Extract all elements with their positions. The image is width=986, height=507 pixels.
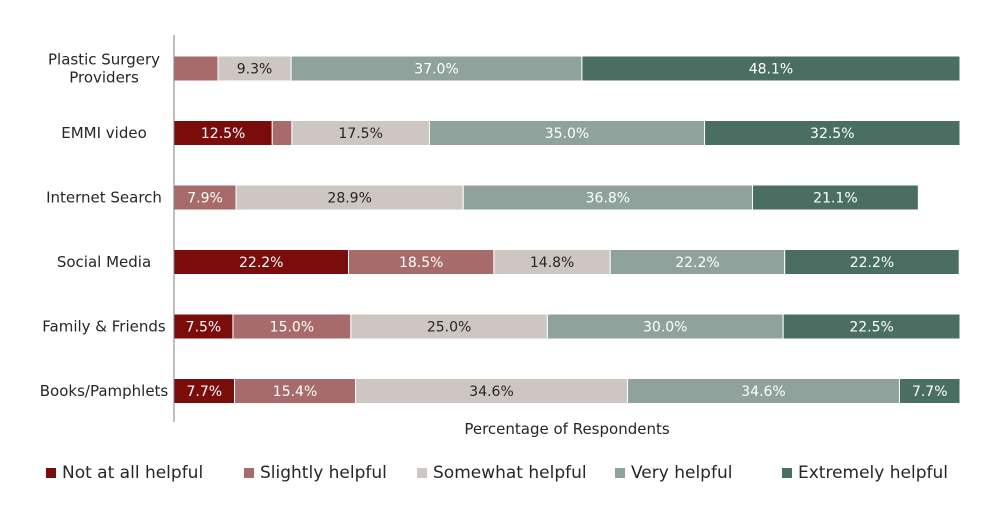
category-labels: Plastic Surgery Providers EMMI video Intern… — [40, 51, 169, 401]
bar-segment — [232, 313, 352, 340]
bar-value-label: 30.0% — [643, 320, 687, 336]
bar-value-label: 22.2% — [675, 255, 719, 271]
bar-segment — [627, 378, 900, 404]
legend-label: Extremely helpful — [798, 463, 948, 483]
legend-swatch — [782, 468, 792, 478]
bar-value-label: 18.5% — [399, 255, 443, 271]
bar-value-label: 15.4% — [273, 384, 317, 400]
category-label: EMMI video — [61, 124, 147, 142]
bar-value-label: 17.5% — [338, 126, 382, 142]
legend-swatch — [244, 468, 254, 478]
bar-value-label: 22.5% — [849, 320, 893, 336]
legend-swatch — [615, 468, 625, 478]
bar-segment — [234, 378, 357, 404]
bar-segment — [347, 249, 495, 275]
legend-label: Not at all helpful — [62, 463, 203, 483]
bar-value-label: 25.0% — [427, 320, 471, 336]
legend-swatch — [417, 468, 427, 478]
category-label: Internet Search — [46, 189, 162, 207]
bar-segment — [173, 378, 236, 404]
bar-segment — [428, 120, 706, 146]
bar-value-label: 35.0% — [545, 126, 589, 142]
bar-value-label: 7.9% — [187, 191, 223, 207]
bar-value-label: 22.2% — [239, 255, 283, 271]
bar-segment — [898, 378, 961, 404]
bar-value-label: 48.1% — [749, 62, 793, 78]
bar-segment — [290, 55, 583, 82]
bar-value-label: 9.3% — [237, 62, 273, 78]
bar-segment — [782, 313, 961, 340]
bar-segment — [291, 120, 430, 146]
bar-value-label: 36.8% — [586, 191, 630, 207]
legend-label: Very helpful — [631, 463, 732, 483]
bar-value-label: 28.9% — [327, 191, 371, 207]
bar-value-label: 32.5% — [810, 126, 854, 142]
bar-segment — [546, 313, 784, 340]
bar-value-label: 37.0% — [414, 62, 458, 78]
category-label: Family & Friends — [42, 318, 166, 336]
bar-segment — [751, 184, 919, 211]
bar-segment — [173, 249, 349, 275]
bar-value-label: 14.8% — [530, 255, 574, 271]
category-label: Books/Pamphlets — [40, 382, 169, 400]
bar-segment — [581, 55, 961, 82]
bar-value-label: 15.0% — [270, 320, 314, 336]
bar-segment — [235, 184, 464, 211]
legend-label: Somewhat helpful — [433, 463, 587, 483]
bar-segment — [462, 184, 753, 211]
bar-segment — [784, 249, 960, 275]
data-labels: 9.3% 37.0% 48.1% 12.5% 17.5% 35.0% 32.5% 7.9% 28… — [186, 62, 948, 401]
category-label: Social Media — [57, 253, 151, 271]
bar-area — [173, 55, 961, 404]
bar-value-label: 22.2% — [850, 255, 894, 271]
bar-segment — [493, 249, 611, 275]
legend-swatch — [46, 468, 56, 478]
category-label: Plastic Surgery Providers — [48, 51, 160, 87]
bar-value-label: 21.1% — [813, 191, 857, 207]
legend: Not at all helpful Slightly helpful Somewh… — [46, 463, 948, 483]
legend-label: Slightly helpful — [260, 463, 387, 483]
bar-value-label: 7.7% — [186, 384, 222, 400]
bar-segment — [704, 120, 961, 146]
x-axis-title: Percentage of Respondents — [464, 420, 670, 438]
bar-segment — [271, 120, 293, 146]
bar-value-label: 7.5% — [186, 320, 222, 336]
bar-value-label: 12.5% — [201, 126, 245, 142]
bar-value-label: 7.7% — [912, 384, 948, 400]
bar-value-label: 34.6% — [469, 384, 513, 400]
bar-segment — [217, 55, 292, 82]
bar-segment — [173, 55, 219, 82]
bar-segment — [350, 313, 548, 340]
bar-value-label: 34.6% — [741, 384, 785, 400]
